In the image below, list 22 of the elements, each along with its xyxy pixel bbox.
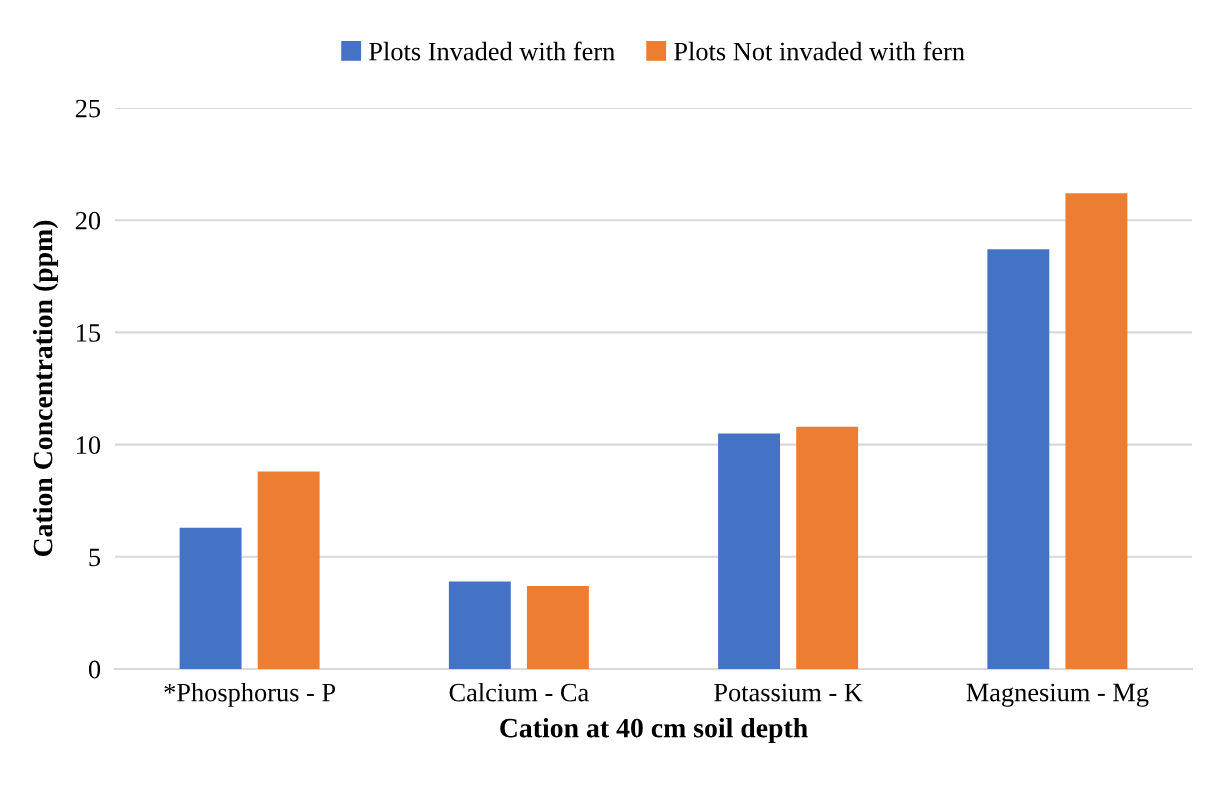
- bar: [987, 249, 1050, 669]
- bar: [257, 471, 320, 669]
- bar: [1065, 193, 1128, 669]
- y-tick-label: 15: [77, 324, 101, 342]
- legend-label: Plots Invaded with fern: [369, 41, 615, 61]
- bar: [179, 527, 242, 669]
- x-tick-label: Magnesium - Mg: [966, 683, 1149, 707]
- x-tick-label: Potassium - K: [714, 683, 863, 702]
- y-tick-label: 25: [75, 99, 101, 118]
- bar: [526, 585, 589, 669]
- bar: [448, 581, 511, 669]
- y-tick-label: 10: [77, 436, 101, 455]
- y-tick-label: 5: [89, 548, 101, 567]
- y-tick-label: 0: [88, 660, 101, 679]
- y-tick-label: 20: [75, 211, 101, 230]
- y-axis-title: Cation Concentration (ppm): [32, 220, 59, 557]
- x-tick-label: Calcium - Ca: [449, 682, 589, 702]
- legend-label: Plots Not invaded with fern: [674, 41, 965, 61]
- bar: [796, 426, 859, 669]
- bar: [718, 433, 781, 669]
- x-tick-label: *Phosphorus - P: [164, 682, 336, 707]
- x-axis-title: Cation at 40 cm soil depth: [500, 717, 808, 744]
